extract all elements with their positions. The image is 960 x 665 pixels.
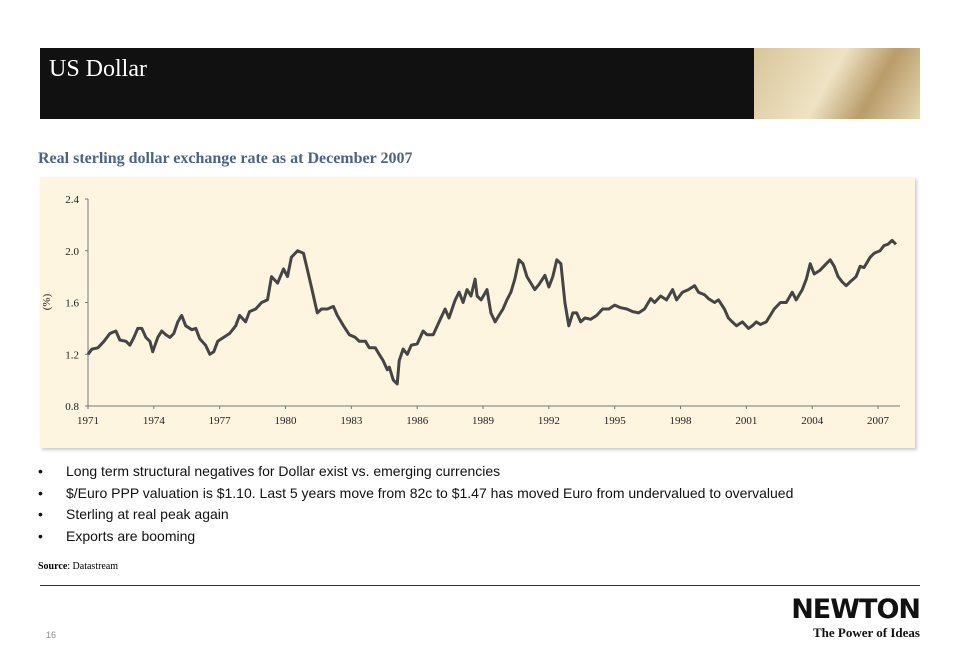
- bullet-dot: •: [38, 484, 43, 501]
- bullet-text: Exports are booming: [66, 527, 196, 544]
- x-tick-label: 1992: [538, 415, 560, 427]
- bullet-list: • Long term structural negatives for Doll…: [38, 461, 793, 547]
- bullet-dot: •: [38, 506, 43, 522]
- source-label: Source: [38, 561, 68, 572]
- y-axis-label: (%): [41, 293, 53, 310]
- bullet: • Exports are booming: [38, 526, 793, 548]
- x-tick-label: 2007: [867, 415, 890, 427]
- slide-title: US Dollar: [49, 56, 147, 82]
- bullet: • Long term structural negatives for Doll…: [38, 461, 793, 483]
- y-tick-label: 2.0: [65, 246, 79, 258]
- page-number: 16: [46, 630, 57, 640]
- y-tick-label: 2.4: [65, 194, 79, 206]
- y-tick-label: 1.6: [65, 298, 79, 310]
- data-line: [86, 238, 898, 386]
- x-tick-label: 2004: [801, 415, 824, 427]
- x-tick-label: 1998: [670, 415, 693, 427]
- footer-rule: [40, 585, 920, 586]
- header-bar: US Dollar: [40, 48, 920, 119]
- y-tick-label: 0.8: [65, 401, 79, 413]
- bullet-dot: •: [38, 463, 43, 479]
- bullet-text: Sterling at real peak again: [66, 506, 229, 522]
- x-tick-label: 1986: [406, 415, 429, 427]
- x-tick-label: 1980: [275, 415, 298, 427]
- chart-panel: [40, 177, 915, 448]
- x-tick-label: 1995: [604, 415, 627, 427]
- x-tick-label: 1989: [472, 415, 495, 427]
- header-image: [754, 48, 920, 119]
- chart-title: Real sterling dollar exchange rate as at…: [38, 150, 413, 167]
- tagline: The Power of Ideas: [812, 625, 920, 640]
- x-tick-label: 1983: [340, 415, 363, 427]
- logo: NEWTON: [791, 594, 921, 625]
- bullet: • $/Euro PPP valuation is $1.10. Last 5 y…: [38, 483, 793, 505]
- y-tick-label: 1.2: [65, 349, 79, 361]
- source-note: Source: Datastream: [38, 561, 118, 572]
- bullet: • Sterling at real peak again: [38, 504, 793, 526]
- bullet-text: Long term structural negatives for Dolla…: [66, 463, 501, 479]
- bullet-text: $/Euro PPP valuation is $1.10. Last 5 ye…: [66, 484, 794, 501]
- bullet-dot: •: [38, 527, 43, 544]
- x-tick-label: 2001: [735, 415, 757, 427]
- x-tick-label: 1977: [209, 415, 232, 427]
- source-text: : Datastream: [67, 561, 119, 572]
- x-tick-label: 1971: [77, 415, 99, 427]
- x-tick-label: 1974: [143, 415, 166, 427]
